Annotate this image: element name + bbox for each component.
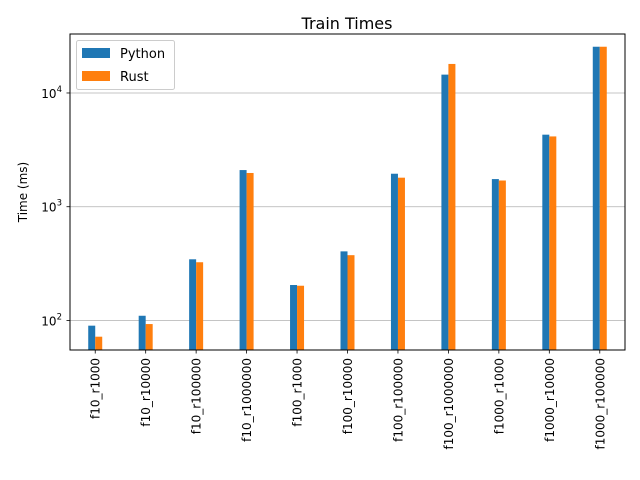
bar-python-f1000_r10000 (542, 134, 550, 350)
y-tick-label: 102 (41, 312, 62, 328)
x-tick-label: f1000_r100000 (593, 358, 607, 450)
bar-python-f10_r1000000 (239, 170, 247, 350)
bar-rust-f100_r100000 (397, 177, 405, 350)
legend-swatch-rust (82, 71, 110, 81)
bar-rust-f100_r10000 (347, 255, 355, 350)
y-axis-ticks: 102 103 104 (41, 85, 70, 328)
bar-python-f100_r10000 (340, 251, 348, 350)
x-tick-label: f1000_r10000 (543, 358, 557, 442)
bar-python-f100_r100000 (390, 173, 398, 350)
x-tick-label: f10_r1000000 (240, 358, 254, 442)
bar-rust-f10_r1000 (95, 336, 103, 350)
bar-rust-f100_r1000 (297, 285, 305, 350)
bar-rust-f10_r1000000 (246, 172, 254, 350)
bar-python-f100_r1000 (290, 285, 298, 350)
legend: Python Rust (76, 40, 175, 90)
bar-python-f10_r100000 (189, 259, 197, 350)
bars (88, 46, 607, 351)
legend-label-python: Python (120, 47, 165, 62)
x-tick-label: f10_r100000 (190, 358, 204, 434)
bar-rust-f10_r100000 (196, 262, 204, 350)
legend-swatch-python (82, 48, 110, 58)
x-tick-label: f1000_r1000 (492, 358, 506, 434)
bar-python-f100_r1000000 (441, 74, 449, 350)
bar-python-f1000_r1000 (491, 179, 499, 350)
bar-python-f10_r10000 (138, 315, 146, 350)
bar-rust-f100_r1000000 (448, 63, 456, 350)
bar-rust-f1000_r10000 (549, 136, 557, 350)
chart-title: Train Times (301, 14, 393, 33)
x-tick-label: f100_r100000 (391, 358, 405, 442)
x-tick-label: f100_r1000 (291, 358, 305, 427)
bar-rust-f10_r10000 (145, 324, 153, 350)
bar-python-f10_r1000 (88, 325, 96, 350)
x-axis-ticks: f10_r1000 f10_r10000 f10_r100000 f10_r10000… (89, 350, 607, 450)
x-tick-label: f100_r1000000 (442, 358, 456, 450)
y-tick-label: 104 (41, 85, 62, 101)
y-tick-label: 103 (41, 199, 62, 215)
bar-rust-f1000_r100000 (599, 46, 607, 351)
legend-label-rust: Rust (120, 70, 149, 85)
x-tick-label: f10_r1000 (89, 358, 103, 419)
bar-rust-f1000_r1000 (498, 180, 506, 350)
x-tick-label: f10_r10000 (139, 358, 153, 427)
y-axis-label: Time (ms) (16, 162, 30, 224)
x-tick-label: f100_r10000 (341, 358, 355, 434)
bar-python-f1000_r100000 (592, 46, 600, 351)
